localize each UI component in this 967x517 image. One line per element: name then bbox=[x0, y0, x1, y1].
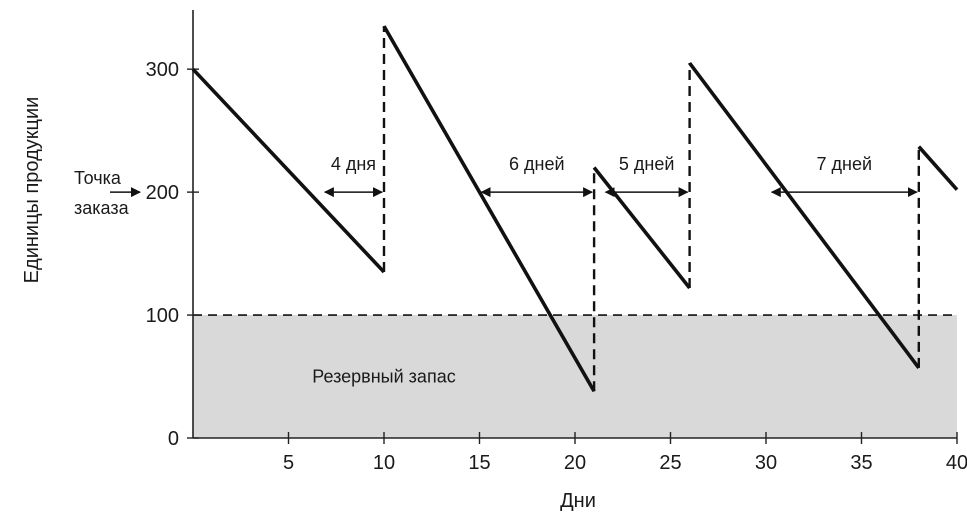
safety-stock-band bbox=[193, 315, 957, 438]
y-axis-title: Единицы продукции bbox=[21, 97, 43, 284]
consumption-segment bbox=[191, 67, 386, 274]
x-tick-label: 40 bbox=[946, 452, 967, 474]
y-tick-label: 100 bbox=[146, 305, 179, 327]
x-tick-label: 20 bbox=[564, 452, 586, 474]
x-axis-title: Дни bbox=[560, 490, 596, 512]
x-tick-label: 5 bbox=[283, 452, 294, 474]
reorder-point-label-line2: заказа bbox=[74, 198, 130, 218]
lead-time-label: 6 дней bbox=[509, 154, 565, 174]
reorder-point-label-line1: Точка bbox=[74, 168, 122, 188]
x-tick-label: 25 bbox=[659, 452, 681, 474]
y-tick-label: 300 bbox=[146, 59, 179, 81]
consumption-segment bbox=[688, 61, 921, 370]
consumption-segment bbox=[592, 166, 692, 290]
x-tick-label: 15 bbox=[468, 452, 490, 474]
consumption-segment bbox=[382, 25, 596, 393]
x-tick-label: 35 bbox=[850, 452, 872, 474]
lead-time-label: 7 дней bbox=[817, 154, 873, 174]
x-tick-label: 10 bbox=[373, 452, 395, 474]
x-tick-label: 30 bbox=[755, 452, 777, 474]
y-tick-label: 0 bbox=[168, 428, 179, 450]
lead-time-label: 5 дней bbox=[619, 154, 675, 174]
lead-time-label: 4 дня bbox=[331, 154, 376, 174]
y-tick-label: 200 bbox=[146, 182, 179, 204]
safety-stock-label: Резервный запас bbox=[312, 367, 455, 387]
consumption-segment bbox=[917, 145, 959, 191]
